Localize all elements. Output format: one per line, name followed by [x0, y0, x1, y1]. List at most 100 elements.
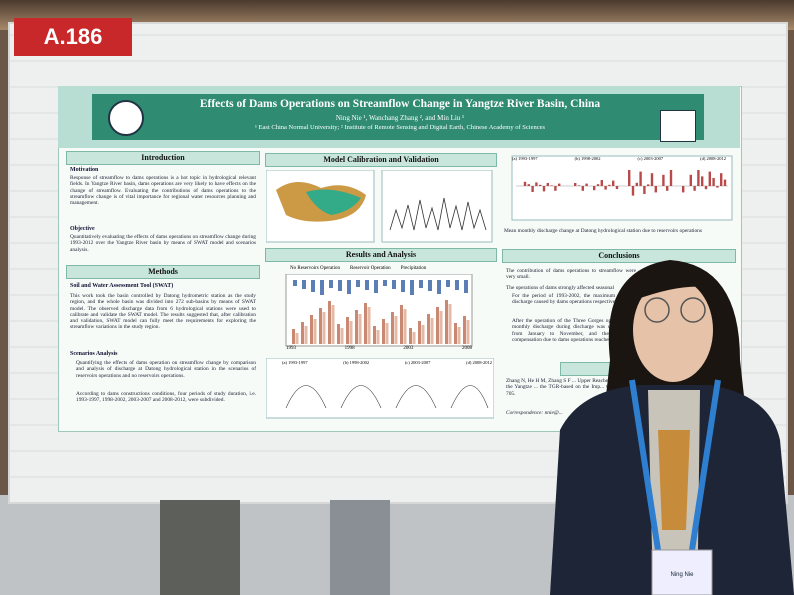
- paragraph: For the period of 1993-2002, the maximum…: [512, 293, 636, 306]
- glasses: [644, 297, 670, 323]
- panel-label: (d) 2008-2012: [700, 156, 726, 161]
- decor-bar: [383, 280, 387, 286]
- panel-label: (a) 1993-1997: [512, 156, 538, 161]
- curves: [285, 385, 489, 409]
- decor-bar: [322, 312, 326, 344]
- logo: [108, 100, 144, 136]
- decor-bar: [615, 186, 619, 189]
- decor-bar: [340, 328, 344, 344]
- decor-bar: [355, 310, 358, 344]
- monthly-chart: [511, 155, 733, 221]
- badge-name: Ning Nie: [670, 572, 694, 578]
- section-heading: Model Calibration and Validation: [265, 153, 497, 167]
- decor-bar: [382, 319, 385, 344]
- decor-bar: [311, 280, 315, 292]
- decor-bar: [346, 317, 349, 344]
- paragraph: After the operation of the Three Gorges …: [512, 318, 636, 343]
- decor-bar: [310, 315, 313, 344]
- decor-bar: [331, 305, 335, 344]
- paragraph: Correspondence: nnie@...: [506, 410, 563, 416]
- panel-labels: (a) 1993-1997 (b) 1998-2002 (c) 2003-200…: [512, 156, 726, 161]
- decor-bar: [349, 321, 353, 344]
- hydrograph-frame: [381, 170, 493, 243]
- decor-bar: [466, 320, 470, 344]
- paragraph: Quantitatively evaluating the effects of…: [70, 234, 256, 253]
- decor-bar: [523, 181, 527, 186]
- caption: Mean monthly discharge change at Datong …: [504, 228, 702, 234]
- decor-bar: [313, 319, 317, 344]
- decor-bar: [454, 323, 457, 344]
- decor-bar: [662, 174, 665, 186]
- section-heading: Conclusions: [502, 249, 736, 263]
- decor-bar: [385, 323, 389, 344]
- legend-entry: Reservoir Operation: [350, 266, 391, 271]
- decor-bar: [337, 324, 340, 344]
- decor-bar: [716, 186, 719, 188]
- decor-bar: [558, 183, 561, 186]
- lanyard: [629, 379, 721, 551]
- decor-bar: [394, 316, 398, 344]
- decor-bar: [628, 170, 631, 186]
- decor-bar: [430, 318, 434, 344]
- panel-label: (b) 1998-2002: [343, 360, 370, 365]
- decor-bar: [400, 305, 403, 344]
- decor-bar: [647, 184, 650, 186]
- hydrograph: [389, 197, 487, 231]
- presenter: [550, 260, 794, 595]
- decor-bar: [666, 186, 669, 191]
- decor-bar: [682, 186, 685, 193]
- authors: Ning Nie ¹, Wanchang Zhang ², and Min Li…: [335, 114, 465, 122]
- decor-bar: [701, 176, 704, 186]
- decor-bar: [650, 173, 654, 186]
- panel-label: (b) 1998-2002: [574, 156, 601, 161]
- board-label: A.186: [14, 18, 132, 56]
- panel-label: (c) 2003-2007: [404, 360, 431, 365]
- decor-bar: [604, 186, 607, 190]
- decor-bar: [374, 280, 378, 293]
- decor-bar: [720, 173, 723, 186]
- legend-entry: No Reservoirs Operation: [290, 266, 340, 271]
- section-heading: Methods: [66, 265, 260, 279]
- logo: [660, 110, 696, 142]
- decor-bar: [428, 280, 432, 291]
- paragraph: The contribution of dams operations to s…: [506, 268, 636, 281]
- decor-bar: [391, 312, 394, 344]
- decor-bar: [304, 326, 308, 344]
- decor-bar: [527, 184, 530, 186]
- title-band: [92, 94, 704, 140]
- x-tick-label: 2003: [403, 346, 414, 351]
- decor-bar: [600, 180, 603, 186]
- shirt-stripe: [658, 430, 690, 530]
- decor-bar: [319, 308, 322, 344]
- decor-bar: [531, 186, 534, 192]
- panel-label: (a) 1993-1997: [282, 360, 308, 365]
- subheading: Soil and Water Assessment Tool (SWAT): [70, 283, 174, 289]
- decor-bar: [550, 185, 553, 186]
- subheading: Scenarios Analysis: [70, 351, 118, 357]
- decor-bar: [643, 186, 646, 194]
- decor-bar: [409, 328, 412, 344]
- decor-bar: [328, 301, 331, 344]
- decor-bar: [693, 186, 696, 191]
- decor-bar: [421, 325, 425, 344]
- decor-bar: [338, 280, 342, 291]
- x-tick-label: 2008: [461, 346, 472, 351]
- affiliations: ¹ East China Normal University; ² Instit…: [254, 124, 546, 131]
- x-tick-label: 1993: [286, 346, 296, 351]
- decor-bar: [635, 182, 638, 186]
- background-person: [330, 500, 390, 595]
- paragraph: This work took the basin controlled by D…: [70, 293, 256, 331]
- badge: [651, 549, 713, 595]
- face: [633, 278, 713, 382]
- legend-entry: Precipitation: [400, 266, 427, 271]
- decor-bar: [365, 280, 369, 290]
- decor-bar: [302, 280, 306, 289]
- subheading: Motivation: [70, 167, 99, 173]
- decor-bar: [292, 329, 295, 344]
- decor-bar: [445, 300, 448, 344]
- decor-bar: [301, 322, 304, 344]
- paragraph: The operations of dams strongly affected…: [506, 285, 614, 291]
- decor-bar: [412, 332, 416, 344]
- decor-bar: [410, 280, 414, 295]
- fringe: [630, 267, 718, 300]
